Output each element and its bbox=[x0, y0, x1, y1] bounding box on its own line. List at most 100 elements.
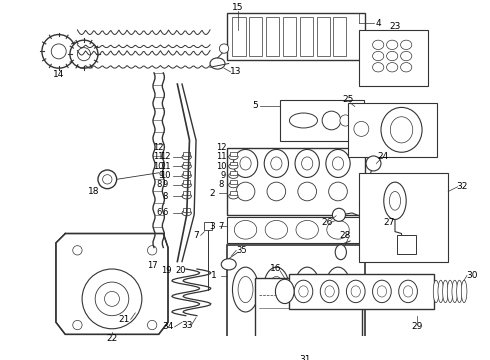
Ellipse shape bbox=[232, 267, 259, 312]
Text: 29: 29 bbox=[412, 323, 423, 332]
Text: 28: 28 bbox=[340, 231, 351, 240]
Ellipse shape bbox=[51, 44, 66, 59]
Ellipse shape bbox=[98, 170, 117, 189]
Bar bbox=[280, 100, 364, 141]
Ellipse shape bbox=[384, 182, 406, 220]
Ellipse shape bbox=[236, 182, 255, 201]
Ellipse shape bbox=[182, 210, 192, 216]
Bar bbox=[227, 13, 365, 60]
Bar bbox=[230, 171, 237, 175]
Text: 12: 12 bbox=[153, 143, 164, 152]
Bar bbox=[255, 278, 362, 355]
Ellipse shape bbox=[299, 286, 308, 297]
Ellipse shape bbox=[70, 40, 98, 68]
Ellipse shape bbox=[340, 115, 351, 126]
Bar bbox=[348, 103, 437, 157]
Ellipse shape bbox=[372, 63, 384, 72]
Text: 26: 26 bbox=[321, 218, 333, 227]
Ellipse shape bbox=[390, 192, 401, 210]
Bar bbox=[183, 171, 191, 175]
Ellipse shape bbox=[73, 246, 82, 255]
Ellipse shape bbox=[367, 206, 386, 224]
Bar bbox=[397, 235, 416, 254]
Ellipse shape bbox=[182, 163, 192, 169]
Ellipse shape bbox=[320, 280, 339, 303]
Text: 35: 35 bbox=[237, 246, 247, 255]
Ellipse shape bbox=[182, 182, 192, 188]
Ellipse shape bbox=[263, 267, 290, 312]
Ellipse shape bbox=[269, 276, 284, 303]
Text: 1: 1 bbox=[211, 271, 217, 280]
Bar bbox=[283, 17, 296, 56]
Ellipse shape bbox=[147, 246, 157, 255]
Ellipse shape bbox=[387, 40, 398, 50]
Bar bbox=[249, 17, 262, 56]
Ellipse shape bbox=[73, 320, 82, 330]
Text: 2: 2 bbox=[209, 189, 215, 198]
Text: 12: 12 bbox=[160, 152, 171, 161]
Text: 21: 21 bbox=[119, 315, 130, 324]
Ellipse shape bbox=[461, 280, 467, 303]
Bar bbox=[183, 180, 191, 184]
Ellipse shape bbox=[102, 175, 112, 184]
Ellipse shape bbox=[298, 182, 317, 201]
Ellipse shape bbox=[331, 276, 345, 303]
Text: 5: 5 bbox=[252, 101, 258, 110]
Bar bbox=[183, 208, 191, 212]
Text: 15: 15 bbox=[232, 3, 244, 12]
Text: 20: 20 bbox=[175, 266, 185, 275]
Bar bbox=[230, 180, 237, 184]
Text: 23: 23 bbox=[389, 22, 401, 31]
Ellipse shape bbox=[360, 192, 384, 216]
Ellipse shape bbox=[95, 282, 129, 316]
Text: 17: 17 bbox=[147, 261, 157, 270]
Ellipse shape bbox=[82, 269, 142, 329]
Ellipse shape bbox=[387, 51, 398, 61]
Text: 3: 3 bbox=[209, 221, 215, 230]
Ellipse shape bbox=[182, 193, 192, 199]
Bar bbox=[183, 162, 191, 165]
Ellipse shape bbox=[371, 210, 381, 220]
Ellipse shape bbox=[147, 320, 157, 330]
Ellipse shape bbox=[399, 280, 417, 303]
Ellipse shape bbox=[329, 182, 347, 201]
Text: 18: 18 bbox=[88, 187, 99, 196]
Ellipse shape bbox=[438, 280, 443, 303]
Text: 11: 11 bbox=[216, 152, 226, 161]
Bar bbox=[317, 17, 330, 56]
Text: 27: 27 bbox=[384, 218, 395, 227]
Ellipse shape bbox=[221, 259, 236, 270]
Text: 10: 10 bbox=[160, 171, 171, 180]
Ellipse shape bbox=[229, 193, 238, 199]
Bar bbox=[183, 152, 191, 156]
Bar bbox=[204, 222, 212, 230]
Text: 13: 13 bbox=[230, 67, 242, 76]
Text: 10: 10 bbox=[153, 162, 164, 171]
Ellipse shape bbox=[240, 157, 251, 170]
Text: 31: 31 bbox=[299, 355, 311, 360]
Bar bbox=[290, 274, 434, 309]
Text: 6: 6 bbox=[163, 208, 168, 217]
Ellipse shape bbox=[275, 279, 294, 303]
Bar bbox=[360, 173, 448, 261]
Ellipse shape bbox=[271, 157, 282, 170]
Text: 11: 11 bbox=[160, 162, 171, 171]
Ellipse shape bbox=[354, 121, 369, 136]
Text: 8: 8 bbox=[163, 192, 168, 201]
Ellipse shape bbox=[387, 63, 398, 72]
Ellipse shape bbox=[366, 156, 381, 171]
Ellipse shape bbox=[77, 48, 91, 61]
Bar bbox=[232, 17, 245, 56]
Text: 9: 9 bbox=[220, 171, 226, 180]
Ellipse shape bbox=[233, 149, 258, 177]
Text: 10: 10 bbox=[216, 162, 226, 171]
Ellipse shape bbox=[442, 280, 448, 303]
Ellipse shape bbox=[234, 220, 257, 239]
Ellipse shape bbox=[332, 157, 343, 170]
Ellipse shape bbox=[372, 280, 391, 303]
Ellipse shape bbox=[325, 267, 351, 312]
Text: 25: 25 bbox=[343, 95, 354, 104]
Bar bbox=[230, 152, 237, 156]
Bar bbox=[227, 217, 365, 243]
Ellipse shape bbox=[401, 51, 412, 61]
